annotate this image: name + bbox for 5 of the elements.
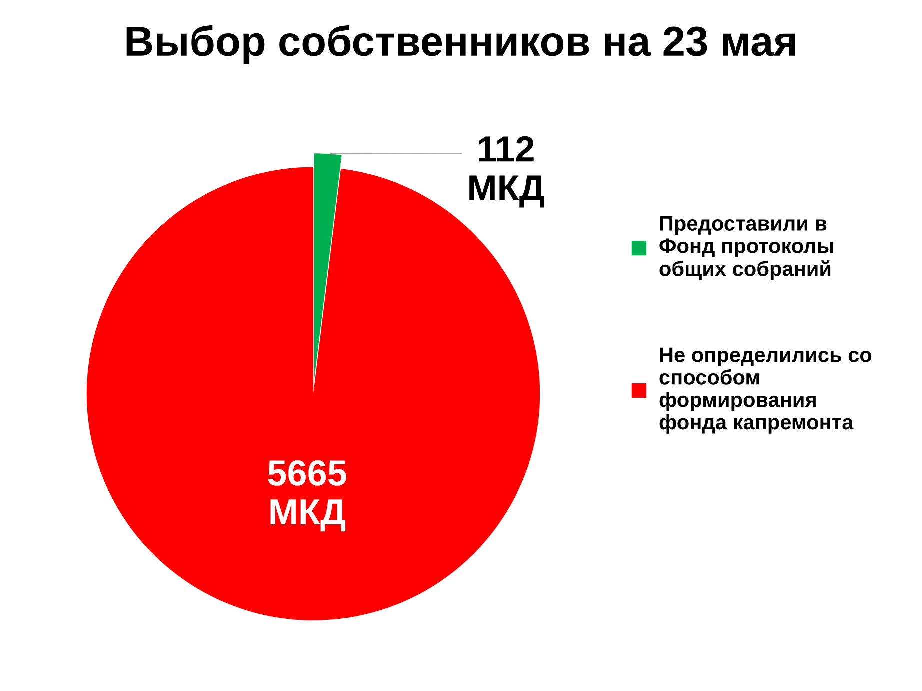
- legend-label: Не определились со способом формирования фонда капремонта: [660, 348, 872, 434]
- data-label: 5665 МКД: [268, 460, 346, 532]
- legend-label: Предоставили в Фонд протоколы общих собраний: [660, 216, 834, 280]
- chart-title: Выбор собственников на 23 мая: [126, 25, 796, 65]
- data-label: 112 МКД: [470, 136, 544, 208]
